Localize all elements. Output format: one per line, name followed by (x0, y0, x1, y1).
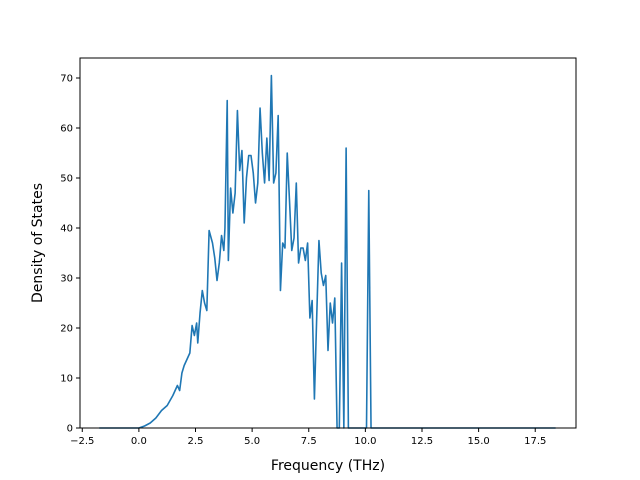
x-tick-label: 5.0 (244, 436, 260, 447)
x-tick-label: 12.5 (411, 436, 433, 447)
y-tick-label: 40 (60, 224, 73, 235)
x-tick-label: 10.0 (354, 436, 376, 447)
y-tick-label: 70 (60, 74, 73, 85)
x-tick-label: 17.5 (524, 436, 546, 447)
plot-frame (79, 57, 577, 429)
y-axis-label: Density of States (30, 183, 46, 303)
y-axis-ticks: 0 10 20 30 40 50 60 70 (60, 74, 80, 435)
x-axis-label: Frequency (THz) (271, 458, 385, 474)
plot-area-background (80, 58, 576, 428)
x-axis-ticks: −2.5 0.0 2.5 5.0 7.5 10.0 12.5 15.0 17.5 (70, 428, 546, 447)
marks-layer (99, 74, 556, 429)
y-tick-label: 20 (60, 324, 73, 335)
x-tick-label: −2.5 (70, 436, 94, 447)
x-tick-label: 15.0 (467, 436, 489, 447)
y-tick-label: 0 (67, 424, 73, 435)
series-line-0 (99, 74, 556, 429)
y-tick-label: 50 (60, 174, 73, 185)
x-tick-label: 2.5 (188, 436, 204, 447)
x-tick-label: 0.0 (131, 436, 147, 447)
y-tick-label: 60 (60, 124, 73, 135)
y-tick-label: 10 (60, 374, 73, 385)
y-tick-label: 30 (60, 274, 73, 285)
x-tick-label: 7.5 (301, 436, 317, 447)
